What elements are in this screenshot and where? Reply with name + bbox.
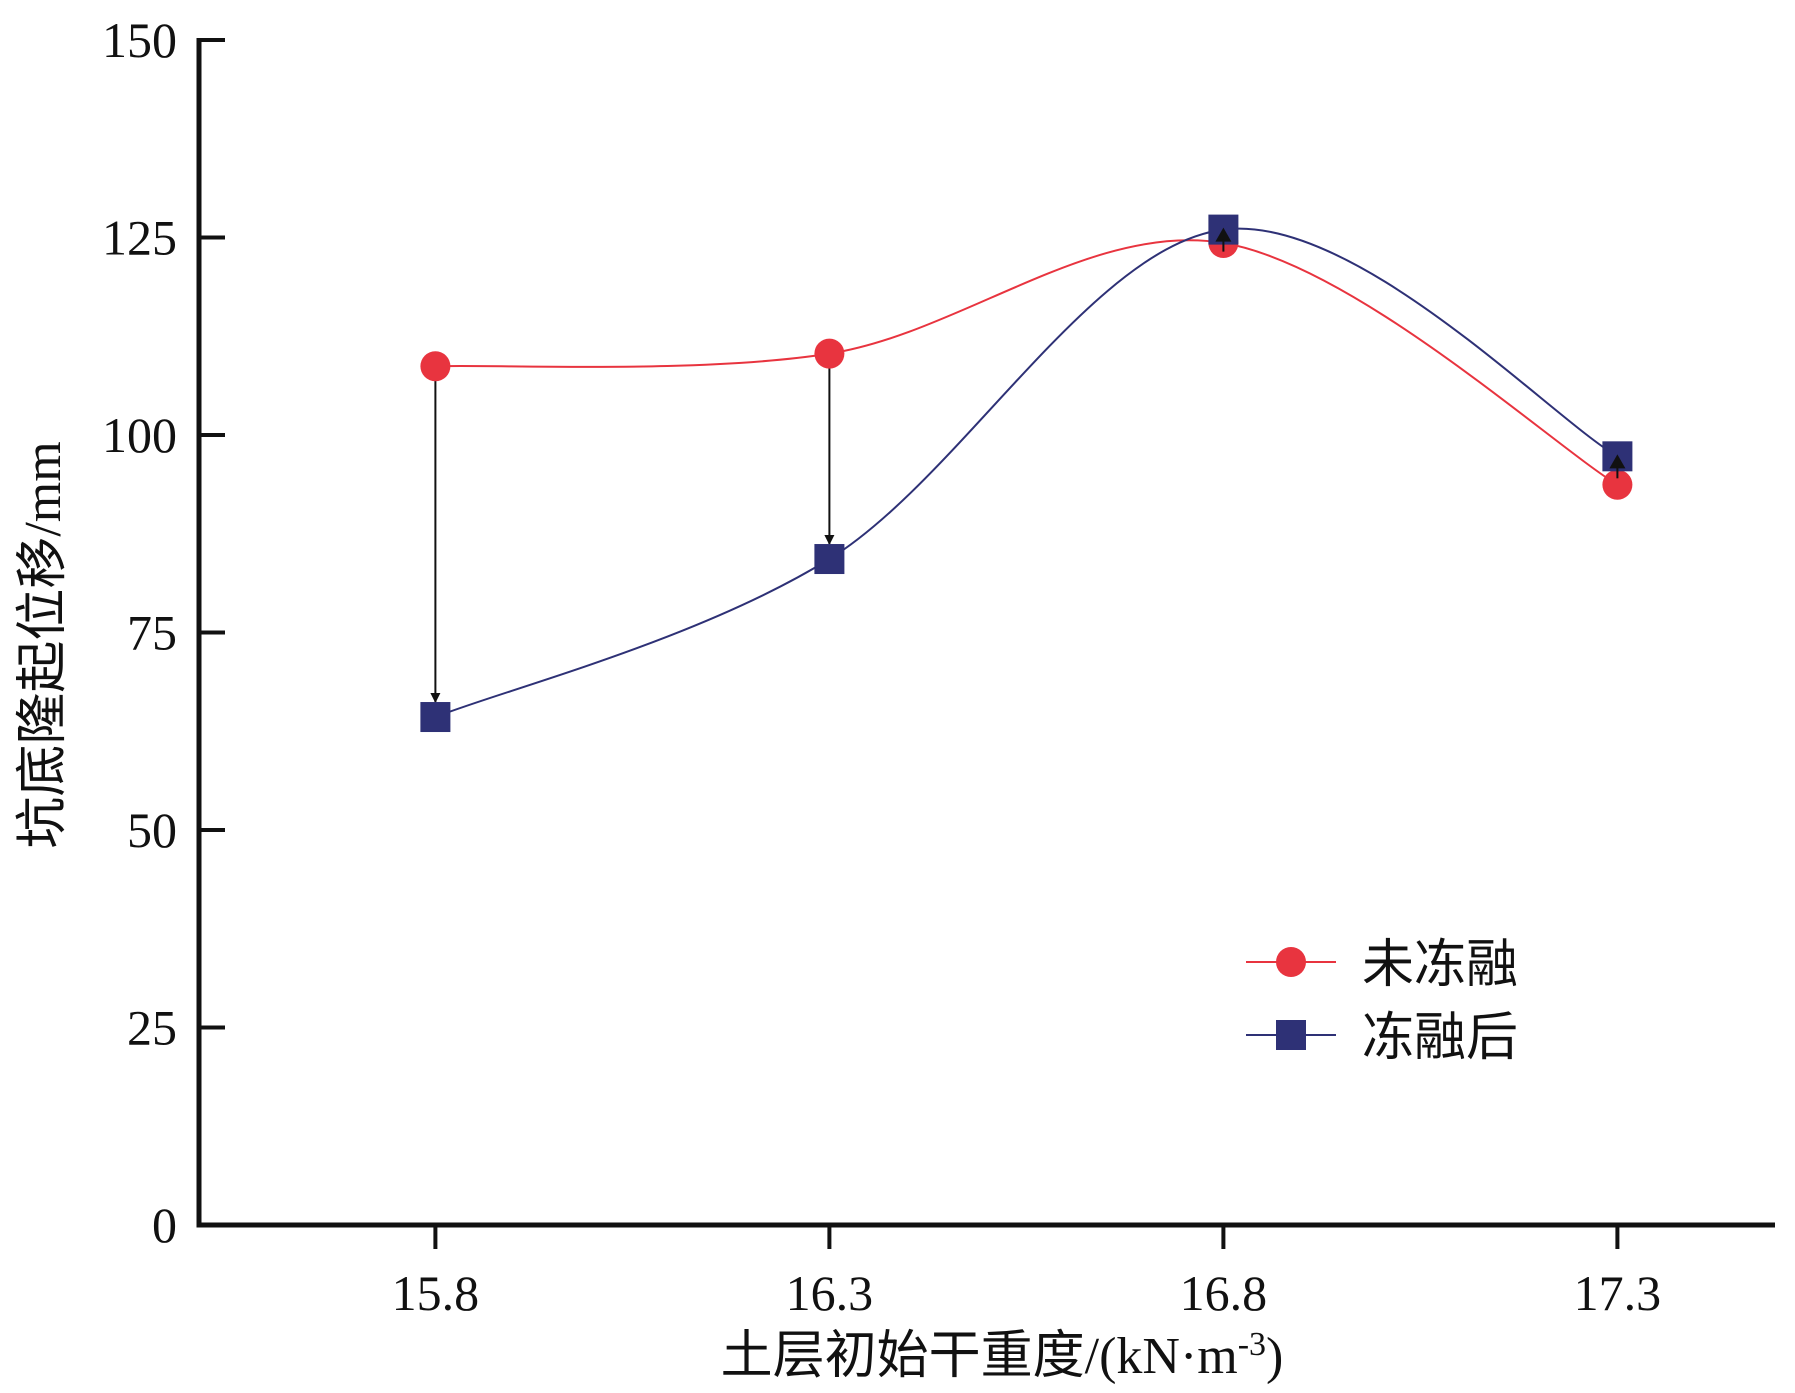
x-axis-title-superscript: -3 (1238, 1326, 1266, 1363)
y-tick-label: 50 (127, 802, 177, 858)
x-tick-label: 17.3 (1574, 1265, 1662, 1321)
y-tick-label: 125 (102, 210, 177, 266)
y-tick-label: 150 (102, 12, 177, 68)
y-tick-label: 25 (127, 1000, 177, 1056)
x-tick-label: 15.8 (392, 1265, 480, 1321)
y-axis-title: 坑底隆起位移/mm (15, 441, 72, 848)
x-axis-title-main: 土层初始干重度/(kN·m (721, 1328, 1238, 1385)
y-tick-label: 0 (152, 1197, 177, 1253)
x-axis-title: 土层初始干重度/(kN·m-3) (721, 1326, 1284, 1385)
legend: 未冻融 冻融后 (1246, 937, 1518, 1067)
series-markers (420, 214, 1633, 733)
series-line-2 (435, 227, 1618, 718)
x-axis-title-close: ) (1266, 1328, 1283, 1385)
series-lines (435, 227, 1618, 718)
legend-marker-series-2 (1276, 1020, 1306, 1050)
change-arrow-head (1609, 454, 1626, 469)
legend-marker-series-1 (1276, 947, 1306, 977)
series-1-point (420, 351, 451, 382)
series-2-point (420, 702, 451, 733)
x-tick-label: 16.3 (786, 1265, 874, 1321)
series-line-1 (435, 239, 1618, 486)
y-axis-ticks: 0 25 50 75 100 125 150 (102, 12, 225, 1253)
legend-label-series-2: 冻融后 (1362, 1010, 1518, 1067)
series-2-point (814, 544, 845, 575)
y-tick-label: 100 (102, 407, 177, 463)
series-1-point (814, 338, 845, 369)
y-tick-label: 75 (127, 605, 177, 661)
change-arrows (430, 235, 1623, 704)
series-1-point (1602, 469, 1633, 500)
change-arrow-head (1215, 227, 1232, 242)
x-tick-label: 16.8 (1180, 1265, 1268, 1321)
x-axis-ticks: 15.8 16.3 16.8 17.3 (392, 1225, 1662, 1321)
legend-label-series-1: 未冻融 (1362, 937, 1518, 994)
